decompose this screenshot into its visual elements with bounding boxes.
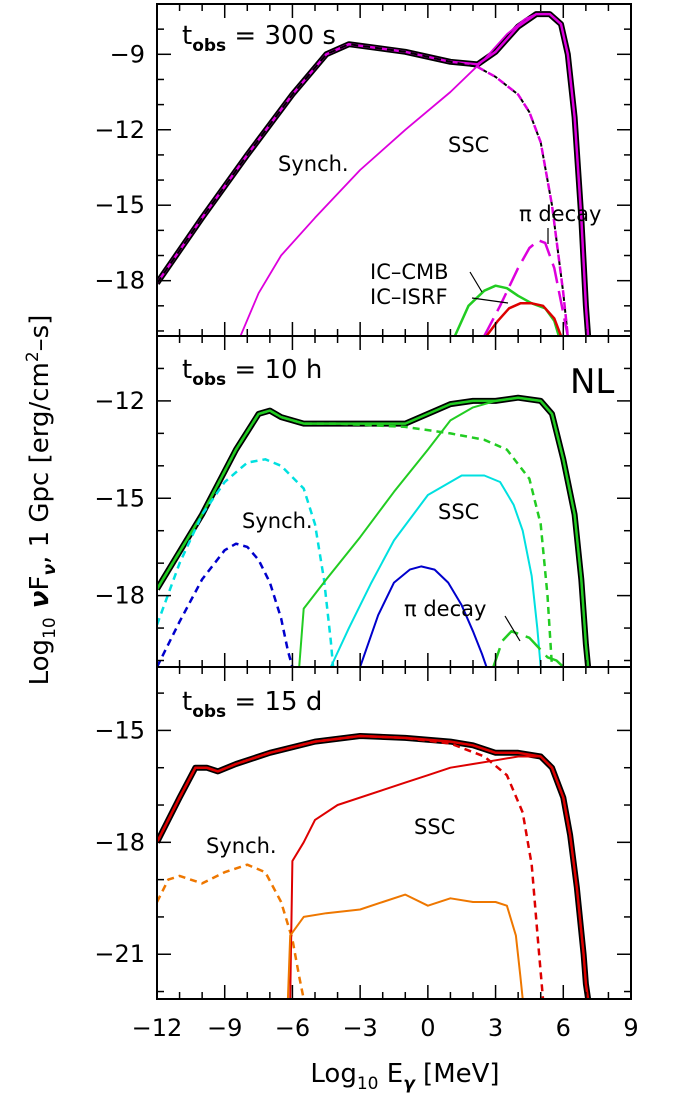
x-title-sub: 10 [357, 1074, 379, 1094]
y-ticks: −15 −18 −21 [94, 667, 632, 999]
panel-label-t: t [182, 355, 192, 385]
x-tick-label: 9 [623, 1014, 638, 1042]
x-axis-title: Log10 Eγ [MeV] [310, 1059, 499, 1094]
leader-ic-cmb [469, 271, 483, 293]
series-line-0-2 [157, 43, 569, 336]
leader-ic-isrf [471, 297, 509, 304]
corner-label-nl: NL [570, 362, 614, 402]
y-tick-label: −15 [94, 484, 145, 512]
annotation-ssc: SSC [438, 500, 479, 524]
leader-pi-decay [504, 615, 521, 642]
x-tick-label: −6 [275, 1014, 310, 1042]
annotation-pi-decay: π decay [404, 597, 486, 621]
panel-curves [157, 394, 592, 667]
series-line-1-2 [157, 409, 554, 667]
series-line-1-7 [359, 565, 488, 667]
series-line-1-4 [157, 542, 294, 667]
y-title-end: –s] [25, 315, 55, 352]
panel-label-t: t [182, 21, 192, 51]
y-tick-label: −12 [94, 116, 145, 144]
panel-curves [157, 733, 592, 999]
annotation-synch: Synch. [206, 834, 277, 858]
x-tick-label: 3 [488, 1014, 503, 1042]
annotation-ic-cmb: IC–CMB [370, 260, 449, 284]
series-line-1-6 [329, 474, 542, 667]
annotation-synch: Synch. [278, 152, 349, 176]
panel-frame [156, 335, 632, 668]
y-tick-label: −18 [94, 828, 145, 856]
y-tick-label: −15 [94, 716, 145, 744]
y-tick-label: −15 [94, 191, 145, 219]
annotation-pi-decay: π decay [519, 202, 601, 226]
y-title-sq: 2 [23, 351, 43, 362]
x-title-unit: [MeV] [415, 1059, 500, 1089]
panel-label-t: t [182, 687, 192, 717]
y-title-sub: 10 [40, 617, 60, 639]
x-title-e: E [379, 1059, 404, 1089]
panel-10h: −12 −15 −18 tobs = 10 h NL Synch. SSC π de… [94, 335, 632, 668]
y-title-nu-sub: ν [40, 564, 60, 576]
y-ticks: −12 −15 −18 [94, 335, 632, 667]
series-line-0-5 [483, 239, 570, 336]
panel-15d: −15 −18 −21 tobs = 15 d Synch. SSC [94, 666, 632, 1000]
y-title-f: F [25, 576, 55, 591]
y-tick-label: −9 [110, 40, 145, 68]
y-tick-label: −18 [94, 267, 145, 295]
panel-300s: −9 −12 −15 −18 tobs = 300 s Synch. SSC π de… [94, 3, 632, 337]
annotation-synch: Synch. [242, 509, 313, 533]
series-line-1-8 [492, 630, 565, 667]
x-axis: −12 −9 −6 −3 0 3 6 9 [132, 1014, 639, 1042]
series-line-0-7 [485, 302, 563, 336]
annotation-ssc: SSC [414, 815, 455, 839]
series-line-2-4 [289, 755, 590, 999]
annotation-ssc: SSC [448, 133, 489, 157]
series-line-1-5 [298, 396, 590, 667]
y-title-rest: , 1 Gpc [erg/cm [25, 362, 55, 564]
y-title-log: Log [25, 639, 55, 685]
x-tick-label: −9 [207, 1014, 242, 1042]
x-title-gamma: γ [403, 1074, 416, 1094]
panel-label-sub: obs [192, 36, 226, 56]
series-line-2-0 [157, 733, 592, 999]
series-line-2-2 [157, 734, 545, 999]
series-line-0-4 [239, 13, 589, 336]
x-tick-label: −3 [342, 1014, 377, 1042]
x-tick-label: 0 [420, 1014, 435, 1042]
x-title-log: Log [310, 1059, 356, 1089]
y-tick-label: −18 [94, 582, 145, 610]
panel-frame [156, 666, 632, 1000]
x-tick-label: −12 [132, 1014, 183, 1042]
panel-label-sub: obs [192, 370, 226, 390]
panel-label: tobs = 15 d [182, 687, 322, 722]
panel-label-rest: = 10 h [226, 355, 322, 385]
y-axis-title: Log10 νFν, 1 Gpc [erg/cm2–s] [23, 315, 60, 686]
panel-label-sub: obs [192, 702, 226, 722]
series-line-2-1 [157, 734, 590, 999]
y-ticks: −9 −12 −15 −18 [94, 3, 632, 336]
series-line-0-3 [476, 65, 570, 336]
y-title-nu: ν [25, 591, 55, 618]
annotation-ic-isrf: IC–ISRF [370, 285, 448, 309]
y-tick-label: −21 [94, 940, 145, 968]
panel-label-rest: = 300 s [226, 21, 336, 51]
series-line-2-3 [157, 863, 305, 999]
x-tick-label: 6 [556, 1014, 571, 1042]
panel-label: tobs = 10 h [182, 355, 322, 390]
panel-label-rest: = 15 d [226, 687, 322, 717]
y-tick-label: −12 [94, 387, 145, 415]
panel-label: tobs = 300 s [182, 21, 336, 56]
series-line-2-5 [286, 893, 524, 999]
series-line-1-3 [157, 458, 335, 667]
